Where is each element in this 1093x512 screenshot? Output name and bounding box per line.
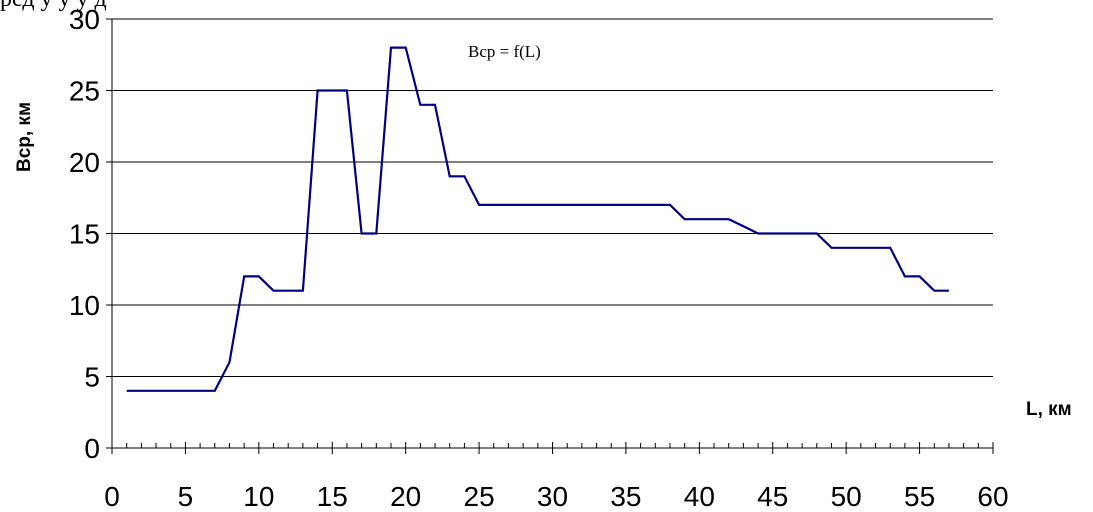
chart-title: Bcp = f(L) [468, 42, 541, 61]
y-tick-label: 30 [69, 4, 100, 35]
x-tick-label: 30 [537, 481, 568, 512]
axis-layer [106, 18, 994, 454]
x-tick-label: 20 [390, 481, 421, 512]
y-tick-label: 0 [84, 433, 100, 464]
top-partial-text: ред у у у д [0, 0, 107, 13]
y-tick-label: 20 [69, 147, 100, 178]
grid-layer [112, 18, 993, 377]
y-axis-title: Bcp, км [14, 102, 35, 172]
series-line [126, 46, 949, 392]
x-tick-label: 60 [977, 481, 1008, 512]
x-tick-label: 55 [904, 481, 935, 512]
y-tick-label: 15 [69, 219, 100, 250]
x-tick-label: 10 [243, 481, 274, 512]
x-tick-label: 15 [317, 481, 348, 512]
x-tick-label: 25 [464, 481, 495, 512]
y-tick-label: 25 [69, 76, 100, 107]
x-axis-title: L, км [1026, 399, 1072, 420]
label-layer: 0 5 10 15 20 25 30 0 5 10 15 20 25 30 35 40 45 50 55 60 [69, 4, 1009, 512]
y-tick-label: 10 [69, 290, 100, 321]
x-tick-label: 45 [757, 481, 788, 512]
series-layer [126, 46, 949, 392]
x-tick-label: 5 [178, 481, 194, 512]
x-tick-label: 0 [104, 481, 120, 512]
x-tick-label: 50 [831, 481, 862, 512]
x-tick-label: 35 [610, 481, 641, 512]
x-tick-label: 40 [684, 481, 715, 512]
y-tick-label: 5 [84, 362, 100, 393]
